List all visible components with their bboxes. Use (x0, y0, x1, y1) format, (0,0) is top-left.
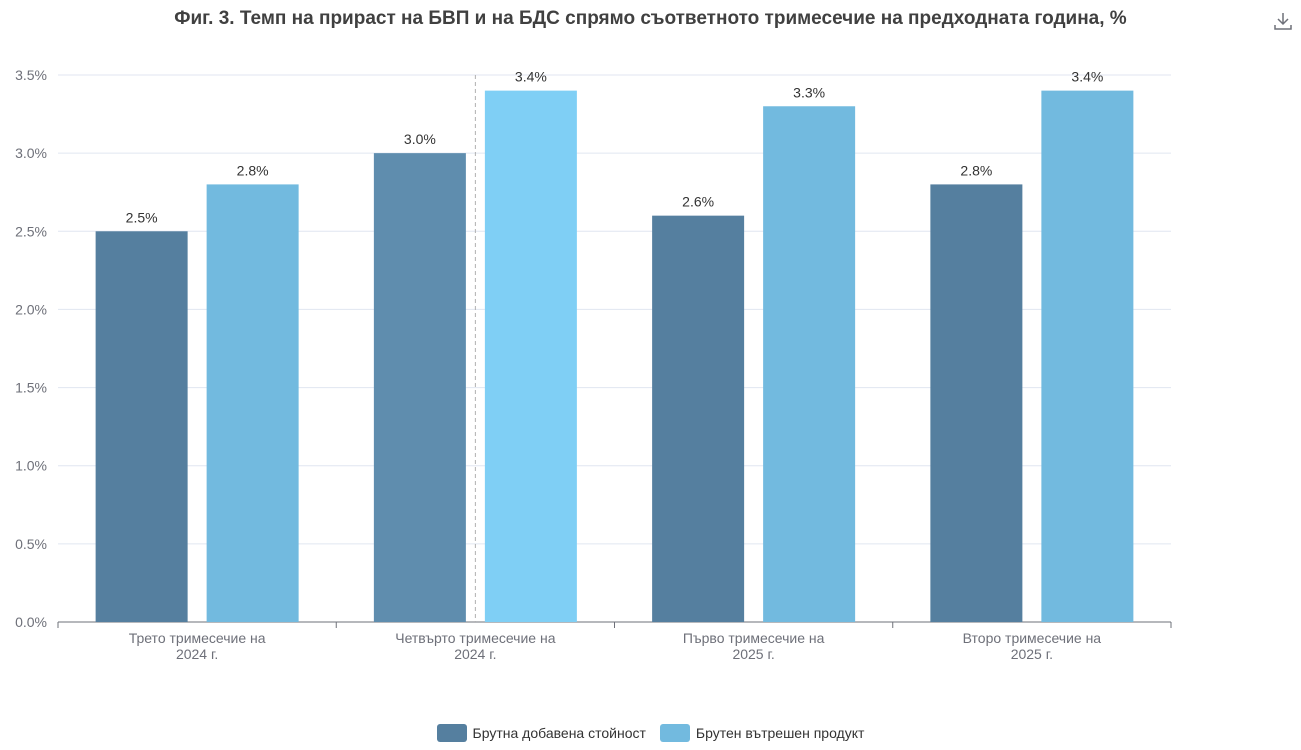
bar-bds (652, 215, 745, 622)
data-label: 3.3% (793, 84, 825, 100)
y-tick-label: 1.5% (15, 380, 47, 396)
x-tick-label: Първо тримесечие на (683, 630, 825, 646)
x-tick-label: 2025 г. (732, 646, 774, 662)
data-label: 2.5% (126, 209, 158, 225)
x-tick-label: Трето тримесечие на (129, 630, 266, 646)
x-tick-label: 2024 г. (454, 646, 496, 662)
y-tick-label: 3.5% (15, 67, 47, 83)
data-label: 2.8% (237, 162, 269, 178)
y-tick-label: 2.5% (15, 223, 47, 239)
legend: Брутна добавена стойност Брутен вътрешен… (0, 724, 1301, 742)
legend-label-bvp: Брутен вътрешен продукт (695, 725, 865, 741)
x-tick-label: Четвърто тримесечие на (395, 630, 555, 646)
bar-bds (373, 153, 466, 622)
bar-bds (95, 231, 188, 623)
chart-title: Фиг. 3. Темп на прираст на БВП и на БДС … (174, 8, 1127, 29)
download-button[interactable] (1272, 10, 1294, 32)
data-label: 3.4% (1071, 69, 1103, 85)
y-tick-label: 3.0% (15, 145, 47, 161)
legend-swatch-bvp (659, 724, 690, 742)
download-icon (1274, 13, 1292, 30)
bar-bvp (206, 184, 299, 622)
data-label: 3.4% (515, 69, 547, 85)
x-tick-label: Второ тримесечие на (963, 630, 1102, 646)
bar-bds (930, 184, 1023, 622)
y-tick-label: 2.0% (15, 301, 47, 317)
legend-swatch-bds (436, 724, 467, 742)
legend-item-bds[interactable]: Брутна добавена стойност (436, 724, 646, 742)
data-label: 2.8% (960, 162, 992, 178)
bar-bvp (763, 106, 856, 622)
y-tick-label: 1.0% (15, 458, 47, 474)
y-tick-label: 0.5% (15, 536, 47, 552)
bar-bvp (1041, 90, 1134, 623)
y-tick-label: 0.0% (15, 614, 47, 630)
bar-chart: 0.0% 0.5% 1.0% 1.5% 2.0% 2.5% 3.0% 3.5% 2.5% 2.8%… (15, 67, 1172, 662)
data-label: 2.6% (682, 194, 714, 210)
legend-label-bds: Брутна добавена стойност (472, 725, 646, 741)
x-tick-label: 2025 г. (1011, 646, 1053, 662)
bar-bvp (484, 90, 577, 623)
legend-item-bvp[interactable]: Брутен вътрешен продукт (659, 724, 865, 742)
data-label: 3.0% (404, 131, 436, 147)
x-tick-label: 2024 г. (176, 646, 218, 662)
